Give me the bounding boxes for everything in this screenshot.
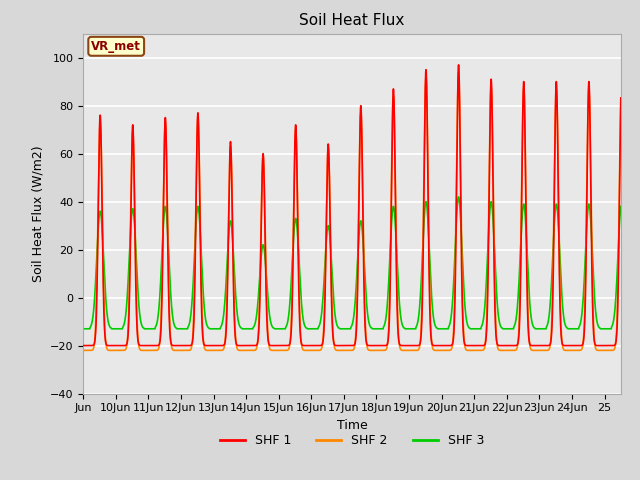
X-axis label: Time: Time <box>337 419 367 432</box>
Legend: SHF 1, SHF 2, SHF 3: SHF 1, SHF 2, SHF 3 <box>215 429 489 452</box>
Title: Soil Heat Flux: Soil Heat Flux <box>300 13 404 28</box>
Y-axis label: Soil Heat Flux (W/m2): Soil Heat Flux (W/m2) <box>31 145 44 282</box>
Text: VR_met: VR_met <box>92 40 141 53</box>
